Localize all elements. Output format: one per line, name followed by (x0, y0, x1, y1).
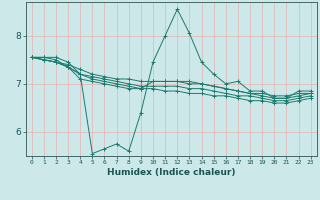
X-axis label: Humidex (Indice chaleur): Humidex (Indice chaleur) (107, 168, 236, 177)
